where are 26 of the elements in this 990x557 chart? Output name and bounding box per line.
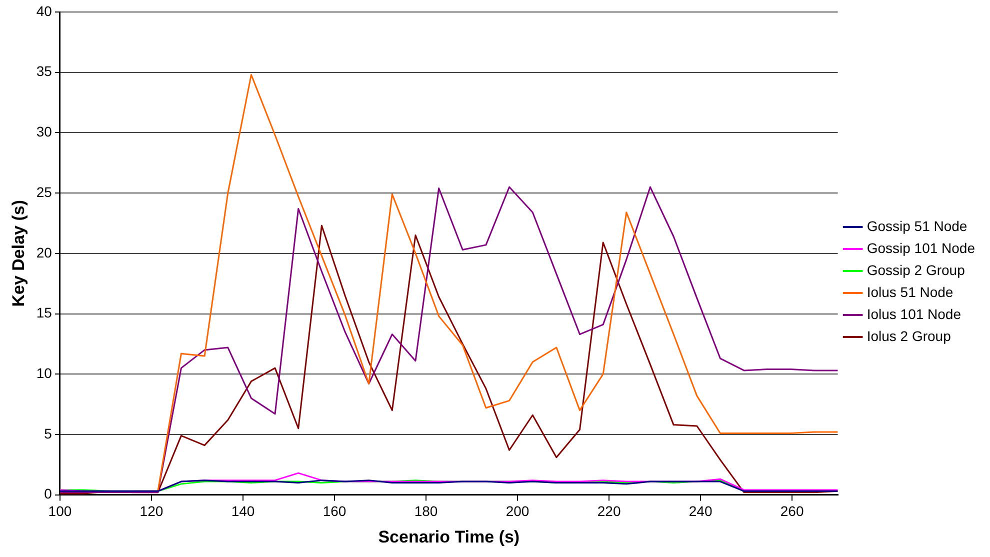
x-tick-label: 140 xyxy=(231,503,255,520)
x-tick-label: 220 xyxy=(597,503,621,520)
y-tick-label: 20 xyxy=(36,244,52,260)
x-tick-label: 240 xyxy=(688,503,712,520)
y-axis-title: Key Delay (s) xyxy=(8,200,28,307)
legend-label: Iolus 51 Node xyxy=(866,284,954,300)
y-tick-label: 30 xyxy=(36,124,52,140)
legend-label: Gossip 2 Group xyxy=(866,262,966,278)
legend-label: Iolus 101 Node xyxy=(866,306,962,322)
legend-label: Gossip 51 Node xyxy=(866,218,968,234)
y-tick-label: 5 xyxy=(44,425,52,442)
x-tick-label: 200 xyxy=(506,503,530,520)
y-tick-label: 25 xyxy=(36,184,52,200)
x-tick-label: 160 xyxy=(322,503,346,520)
x-tick-label: 100 xyxy=(48,503,72,520)
y-tick-label: 35 xyxy=(36,63,52,80)
y-tick-label: 0 xyxy=(44,486,52,502)
y-tick-label: 15 xyxy=(36,304,52,321)
y-tick-label: 40 xyxy=(36,2,52,19)
legend-label: Iolus 2 Group xyxy=(866,328,952,344)
legend-label: Gossip 101 Node xyxy=(866,240,976,256)
y-tick-label: 10 xyxy=(36,364,52,381)
x-tick-label: 180 xyxy=(414,503,438,520)
x-tick-label: 120 xyxy=(140,503,164,520)
x-tick-label: 260 xyxy=(780,503,804,520)
x-axis-title: Scenario Time (s) xyxy=(378,527,520,546)
